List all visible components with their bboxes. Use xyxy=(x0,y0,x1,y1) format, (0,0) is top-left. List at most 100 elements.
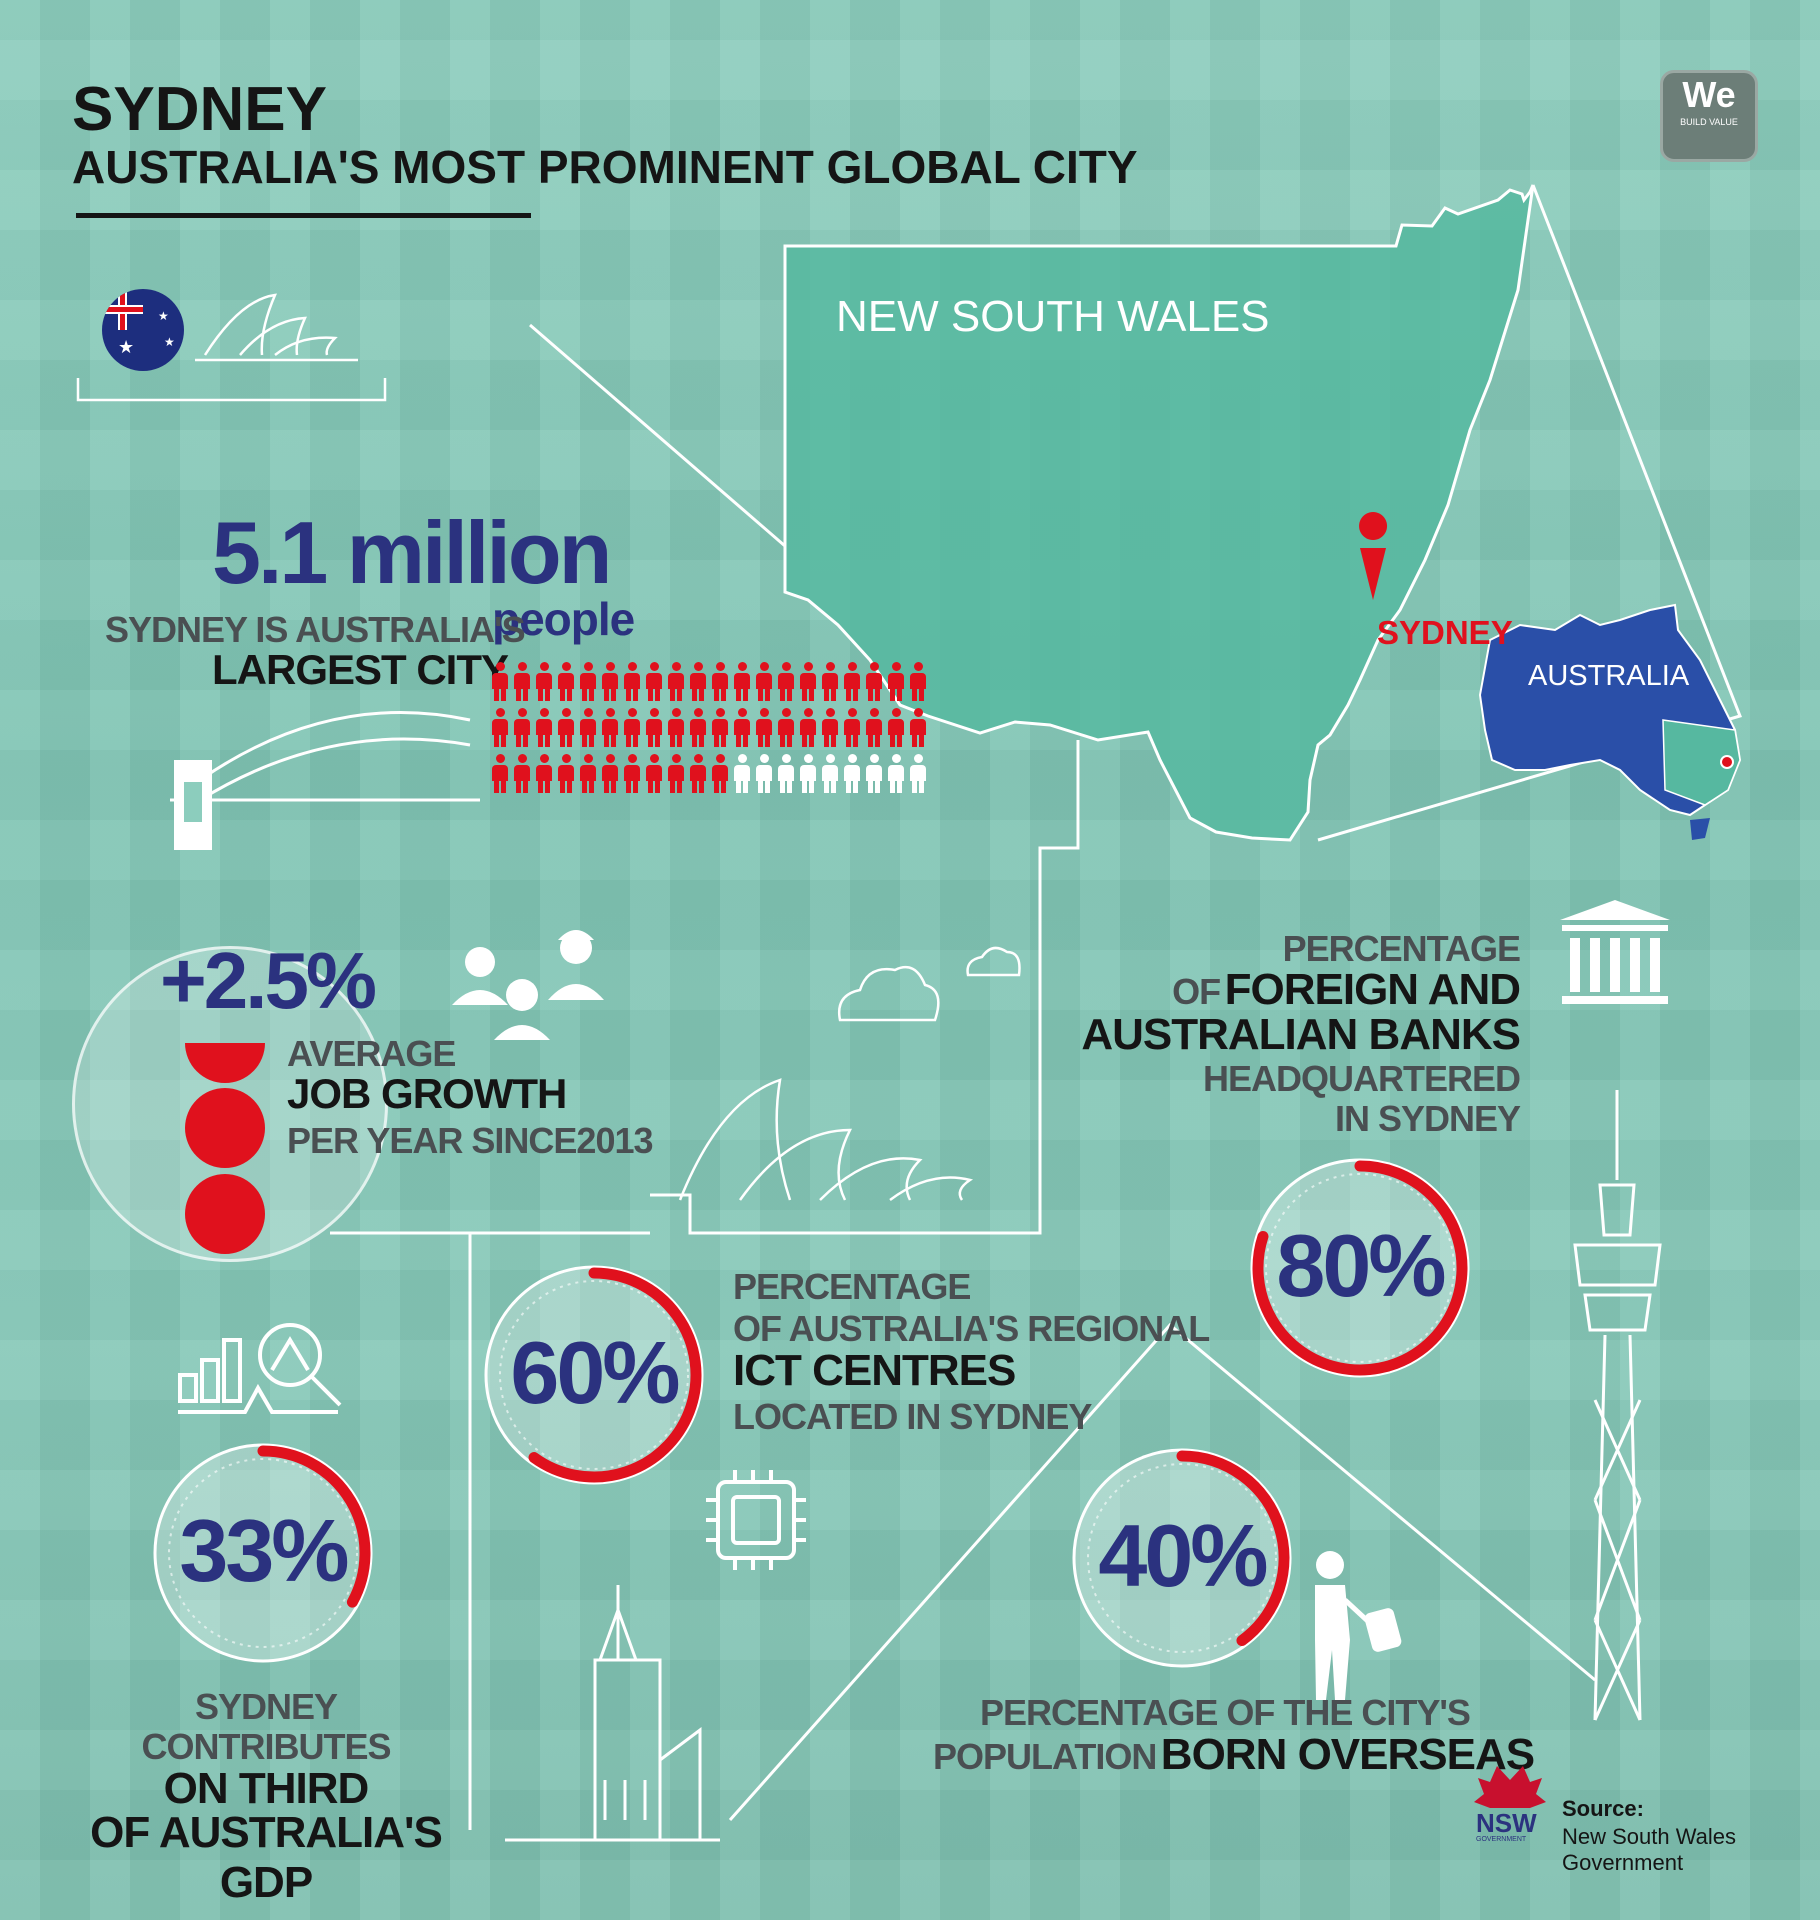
person-icon xyxy=(690,708,706,748)
person-icon xyxy=(866,754,882,794)
australian-flag-icon: ★ ★ ★ xyxy=(102,289,184,371)
person-icon xyxy=(624,662,640,702)
population-value: 5.1 million xyxy=(212,503,612,602)
person-icon xyxy=(646,708,662,748)
overseas-line2-bold: BORN OVERSEAS xyxy=(1160,1730,1535,1779)
person-icon xyxy=(602,754,618,794)
person-icon xyxy=(558,754,574,794)
brand-logo: We BUILD VALUE xyxy=(1660,70,1758,162)
person-icon xyxy=(602,662,618,702)
ict-line3: ICT CENTRES xyxy=(733,1346,1016,1395)
person-icon xyxy=(712,662,728,702)
banks-line1: PERCENTAGE xyxy=(1282,928,1521,969)
person-icon xyxy=(580,754,596,794)
person-icon xyxy=(800,708,816,748)
overseas-ring-inner xyxy=(1087,1463,1277,1653)
person-icon xyxy=(536,754,552,794)
person-icon xyxy=(690,754,706,794)
banks-line4: HEADQUARTERED xyxy=(1202,1058,1521,1099)
person-icon xyxy=(580,662,596,702)
person-icon xyxy=(668,708,684,748)
person-icon xyxy=(800,662,816,702)
state-label: NEW SOUTH WALES xyxy=(836,292,1270,341)
banks-progress-arc xyxy=(1252,1160,1468,1376)
gdp-ring-inner xyxy=(168,1458,358,1648)
ict-ring-background xyxy=(484,1265,704,1485)
gdp-ring-background xyxy=(153,1443,373,1663)
person-icon xyxy=(646,754,662,794)
person-icon xyxy=(492,662,508,702)
ict-line4: LOCATED IN SYDNEY xyxy=(733,1396,1092,1437)
person-icon xyxy=(580,708,596,748)
tasmania-shape xyxy=(1690,818,1710,840)
person-icon xyxy=(734,662,750,702)
ict-ring-inner xyxy=(499,1280,689,1470)
person-icon xyxy=(624,754,640,794)
person-icon xyxy=(844,662,860,702)
banks-ring-background xyxy=(1250,1158,1470,1378)
city-label: SYDNEY xyxy=(1377,614,1513,651)
ict-progress-arc xyxy=(528,1267,702,1483)
job-growth-dot xyxy=(185,1174,265,1254)
person-icon xyxy=(536,708,552,748)
job-growth-line2: JOB GROWTH xyxy=(287,1070,567,1117)
banks-line5: IN SYDNEY xyxy=(1334,1098,1521,1139)
job-growth-dot xyxy=(185,1088,265,1168)
gdp-line4: OF AUSTRALIA'S GDP xyxy=(90,1808,443,1907)
banks-line3: AUSTRALIAN BANKS xyxy=(1081,1010,1521,1059)
person-icon xyxy=(492,708,508,748)
person-icon xyxy=(646,662,662,702)
source-label: Source: xyxy=(1562,1796,1644,1821)
person-icon xyxy=(514,754,530,794)
person-icon xyxy=(602,708,618,748)
overseas-ring-background xyxy=(1072,1448,1292,1668)
nsw-map-shape xyxy=(783,184,1535,842)
logo-main-text: We xyxy=(1682,74,1736,115)
job-growth-line1: AVERAGE xyxy=(287,1033,456,1074)
overseas-line1: PERCENTAGE OF THE CITY'S xyxy=(980,1692,1471,1733)
person-icon xyxy=(822,708,838,748)
ict-line2: OF AUSTRALIA'S REGIONAL xyxy=(733,1308,1210,1349)
person-icon xyxy=(514,662,530,702)
population-caption-line1: SYDNEY IS AUSTRALIA'S xyxy=(105,609,526,650)
location-pin-icon xyxy=(1359,512,1388,600)
person-icon xyxy=(910,662,926,702)
person-icon xyxy=(822,754,838,794)
person-icon xyxy=(844,708,860,748)
person-icon xyxy=(668,754,684,794)
person-icon xyxy=(866,662,882,702)
overseas-progress-arc xyxy=(1176,1450,1290,1647)
people-figures-grid xyxy=(492,662,932,802)
person-icon xyxy=(492,754,508,794)
gdp-value: 33% xyxy=(179,1501,349,1600)
title-underline xyxy=(76,213,531,218)
banks-ring-inner xyxy=(1265,1173,1455,1363)
person-icon xyxy=(778,662,794,702)
person-icon xyxy=(756,708,772,748)
australia-nsw-region xyxy=(1662,719,1741,806)
person-icon xyxy=(558,662,574,702)
person-icon xyxy=(910,708,926,748)
person-icon xyxy=(800,754,816,794)
person-icon xyxy=(756,754,772,794)
person-icon xyxy=(690,662,706,702)
person-icon xyxy=(888,754,904,794)
person-icon xyxy=(866,708,882,748)
ict-line1: PERCENTAGE xyxy=(733,1266,971,1307)
job-growth-value: +2.5% xyxy=(160,936,377,1025)
person-icon xyxy=(756,662,772,702)
page-title: SYDNEY xyxy=(72,75,327,144)
source-line1: New South Wales xyxy=(1562,1824,1737,1849)
australia-sydney-dot xyxy=(1720,755,1734,769)
person-icon xyxy=(558,708,574,748)
banks-line2-prefix: OF xyxy=(1172,971,1221,1012)
ict-value: 60% xyxy=(510,1323,680,1422)
